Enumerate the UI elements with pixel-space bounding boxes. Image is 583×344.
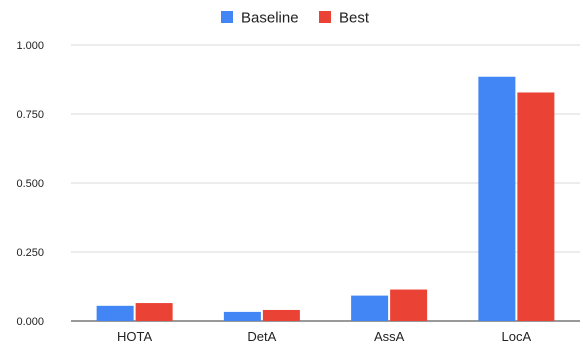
y-tick-label: 1.000: [16, 40, 44, 52]
bar-best-deta: [262, 309, 300, 321]
legend-label-best: Best: [339, 10, 370, 27]
x-tick-label: AssA: [374, 329, 405, 344]
y-tick-label: 0.500: [16, 178, 44, 190]
legend: Baseline Best: [221, 10, 370, 27]
y-tick-label: 0.250: [16, 247, 44, 259]
x-tick-label: HOTA: [117, 329, 152, 344]
bar-best-hota: [135, 303, 173, 321]
x-tick-label: DetA: [247, 329, 276, 344]
legend-swatch-best: [319, 11, 331, 23]
legend-swatch-baseline: [221, 11, 233, 23]
bar-baseline-hota: [96, 305, 134, 321]
x-tick-label: LocA: [502, 329, 532, 344]
x-axis: HOTA DetA AssA LocA: [117, 329, 531, 344]
bar-best-assa: [390, 289, 428, 321]
legend-label-baseline: Baseline: [241, 10, 299, 27]
bar-baseline-loca: [478, 76, 516, 322]
bar-baseline-assa: [351, 295, 389, 321]
y-tick-label: 0.000: [16, 316, 44, 328]
bar-best-loca: [517, 92, 555, 321]
bar-baseline-deta: [223, 311, 261, 321]
y-tick-label: 0.750: [16, 109, 44, 121]
bars: [96, 76, 555, 322]
